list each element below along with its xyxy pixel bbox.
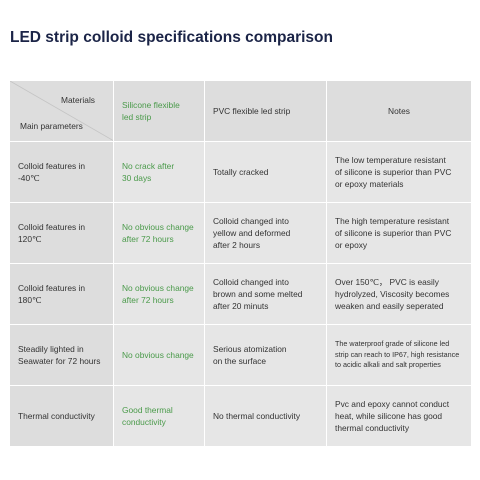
corner-parameters-label: Main parameters (20, 120, 83, 131)
pvc-cell: Colloid changed into brown and some melt… (204, 263, 327, 325)
notes-cell: Pvc and epoxy cannot conduct heat, while… (326, 385, 472, 447)
table-header-row: Materials Main parameters Silicone flexi… (9, 80, 472, 142)
corner-header-cell: Materials Main parameters (9, 80, 114, 142)
notes-cell: The waterproof grade of silicone led str… (326, 324, 472, 386)
silicone-cell: No crack after 30 days (113, 141, 205, 203)
specifications-table: Materials Main parameters Silicone flexi… (9, 80, 472, 447)
table-row: Steadily lighted in Seawater for 72 hour… (9, 324, 472, 386)
pvc-cell: Serious atomization on the surface (204, 324, 327, 386)
table-row: Colloid features in 120℃ No obvious chan… (9, 202, 472, 264)
silicone-cell: Good thermal conductivity (113, 385, 205, 447)
column-header-pvc: PVC flexible led strip (204, 80, 327, 142)
silicone-cell: No obvious change after 72 hours (113, 263, 205, 325)
pvc-cell: Totally cracked (204, 141, 327, 203)
table-row: Colloid features in 180℃ No obvious chan… (9, 263, 472, 325)
notes-cell: Over 150℃， PVC is easily hydrolyzed, Vis… (326, 263, 472, 325)
diagonal-divider (10, 81, 113, 141)
table-row: Thermal conductivity Good thermal conduc… (9, 385, 472, 447)
parameter-cell: Steadily lighted in Seawater for 72 hour… (9, 324, 114, 386)
corner-materials-label: Materials (61, 95, 95, 105)
notes-cell: The low temperature resistant of silicon… (326, 141, 472, 203)
column-header-notes: Notes (326, 80, 472, 142)
column-header-silicone: Silicone flexible led strip (113, 80, 205, 142)
parameter-cell: Colloid features in 180℃ (9, 263, 114, 325)
notes-cell: The high temperature resistant of silico… (326, 202, 472, 264)
parameter-cell: Colloid features in -40℃ (9, 141, 114, 203)
pvc-cell: No thermal conductivity (204, 385, 327, 447)
parameter-cell: Thermal conductivity (9, 385, 114, 447)
silicone-cell: No obvious change (113, 324, 205, 386)
table-row: Colloid features in -40℃ No crack after … (9, 141, 472, 203)
pvc-cell: Colloid changed into yellow and deformed… (204, 202, 327, 264)
silicone-cell: No obvious change after 72 hours (113, 202, 205, 264)
page-title: LED strip colloid specifications compari… (10, 29, 333, 46)
parameter-cell: Colloid features in 120℃ (9, 202, 114, 264)
